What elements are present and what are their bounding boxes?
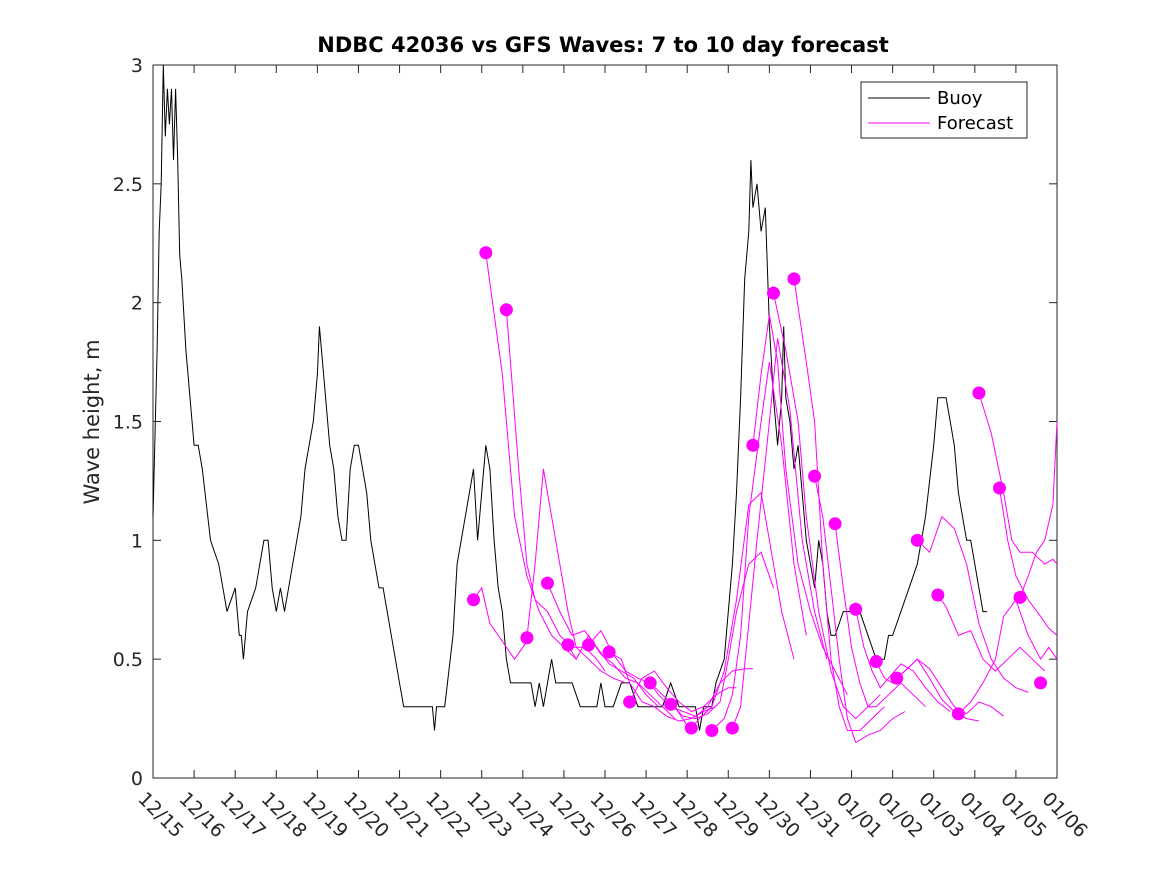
forecast-marker <box>951 707 965 721</box>
y-axis-label: Wave height, m <box>80 339 104 504</box>
legend-box <box>860 81 1028 139</box>
forecast-marker <box>582 638 596 652</box>
forecast-line <box>916 515 1029 693</box>
forecast-marker <box>623 695 637 709</box>
forecast-line <box>999 487 1058 636</box>
forecast-marker <box>520 631 534 645</box>
y-tick-label: 0 <box>131 768 143 790</box>
forecast-marker <box>664 697 678 711</box>
y-tick-label: 3 <box>131 55 143 77</box>
forecast-marker <box>1013 590 1027 604</box>
forecast-marker <box>602 645 616 659</box>
forecast-line <box>793 278 885 731</box>
forecast-marker <box>849 602 863 616</box>
forecast-marker <box>479 246 493 260</box>
forecast-marker <box>643 676 657 690</box>
forecast-line <box>814 476 906 744</box>
forecast-marker <box>467 593 481 607</box>
forecast-marker <box>910 533 924 547</box>
y-tick-label: 1.5 <box>113 412 143 434</box>
forecast-line <box>731 338 828 729</box>
y-axis: 0 0.5 1 1.5 2 2.5 3 <box>113 55 1057 790</box>
y-tick-label: 2.5 <box>113 174 143 196</box>
forecast-marker <box>931 588 945 602</box>
forecast-marker <box>1034 676 1048 690</box>
forecast-marker <box>808 469 822 483</box>
forecast-marker <box>499 303 513 317</box>
forecast-markers <box>467 246 1048 737</box>
forecast-marker <box>828 517 842 531</box>
forecast-marker <box>705 723 719 737</box>
forecast-marker <box>540 576 554 590</box>
forecast-line <box>567 634 676 719</box>
forecast-marker <box>972 386 986 400</box>
legend: Buoy Forecast <box>860 81 1028 139</box>
forecast-line <box>1019 421 1058 598</box>
forecast-line <box>834 523 926 708</box>
forecast-line <box>588 629 696 731</box>
y-tick-label: 2 <box>131 293 143 315</box>
axes-box <box>152 64 1058 779</box>
forecast-line <box>473 586 532 661</box>
forecast-marker <box>766 286 780 300</box>
forecast-marker <box>992 481 1006 495</box>
forecast-line <box>505 309 606 672</box>
forecast-series <box>473 252 1058 744</box>
forecast-line <box>773 293 881 720</box>
forecast-line <box>690 491 795 729</box>
y-tick-label: 1 <box>131 530 143 552</box>
forecast-marker <box>890 671 904 685</box>
forecast-line <box>711 362 807 731</box>
forecast-line <box>937 594 1046 672</box>
forecast-line <box>958 598 1058 715</box>
forecast-marker <box>561 638 575 652</box>
legend-buoy-label: Buoy <box>937 88 983 109</box>
forecast-marker <box>869 655 883 669</box>
forecast-line <box>526 468 626 684</box>
forecast-marker <box>725 721 739 735</box>
forecast-marker <box>787 272 801 286</box>
y-tick-label: 0.5 <box>113 649 143 671</box>
forecast-line <box>855 609 951 712</box>
forecast-line <box>649 668 753 717</box>
legend-forecast-label: Forecast <box>937 113 1013 134</box>
chart-title: NDBC 42036 vs GFS Waves: 7 to 10 day for… <box>317 33 888 57</box>
forecast-marker <box>746 438 760 452</box>
forecast-marker <box>684 721 698 735</box>
plot-area: 00.511.522.53 12/1512/1612/1712/1812/191… <box>113 55 1092 842</box>
forecast-line <box>978 392 1058 565</box>
forecast-line <box>896 658 1004 717</box>
